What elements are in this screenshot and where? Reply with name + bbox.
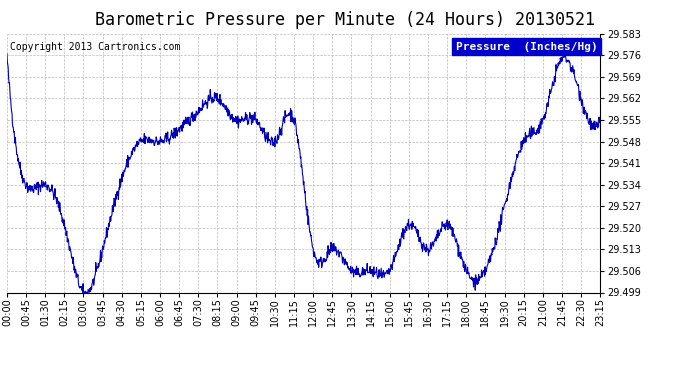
Text: Copyright 2013 Cartronics.com: Copyright 2013 Cartronics.com: [10, 42, 180, 51]
Text: Barometric Pressure per Minute (24 Hours) 20130521: Barometric Pressure per Minute (24 Hours…: [95, 11, 595, 29]
Text: Pressure  (Inches/Hg): Pressure (Inches/Hg): [455, 42, 598, 51]
